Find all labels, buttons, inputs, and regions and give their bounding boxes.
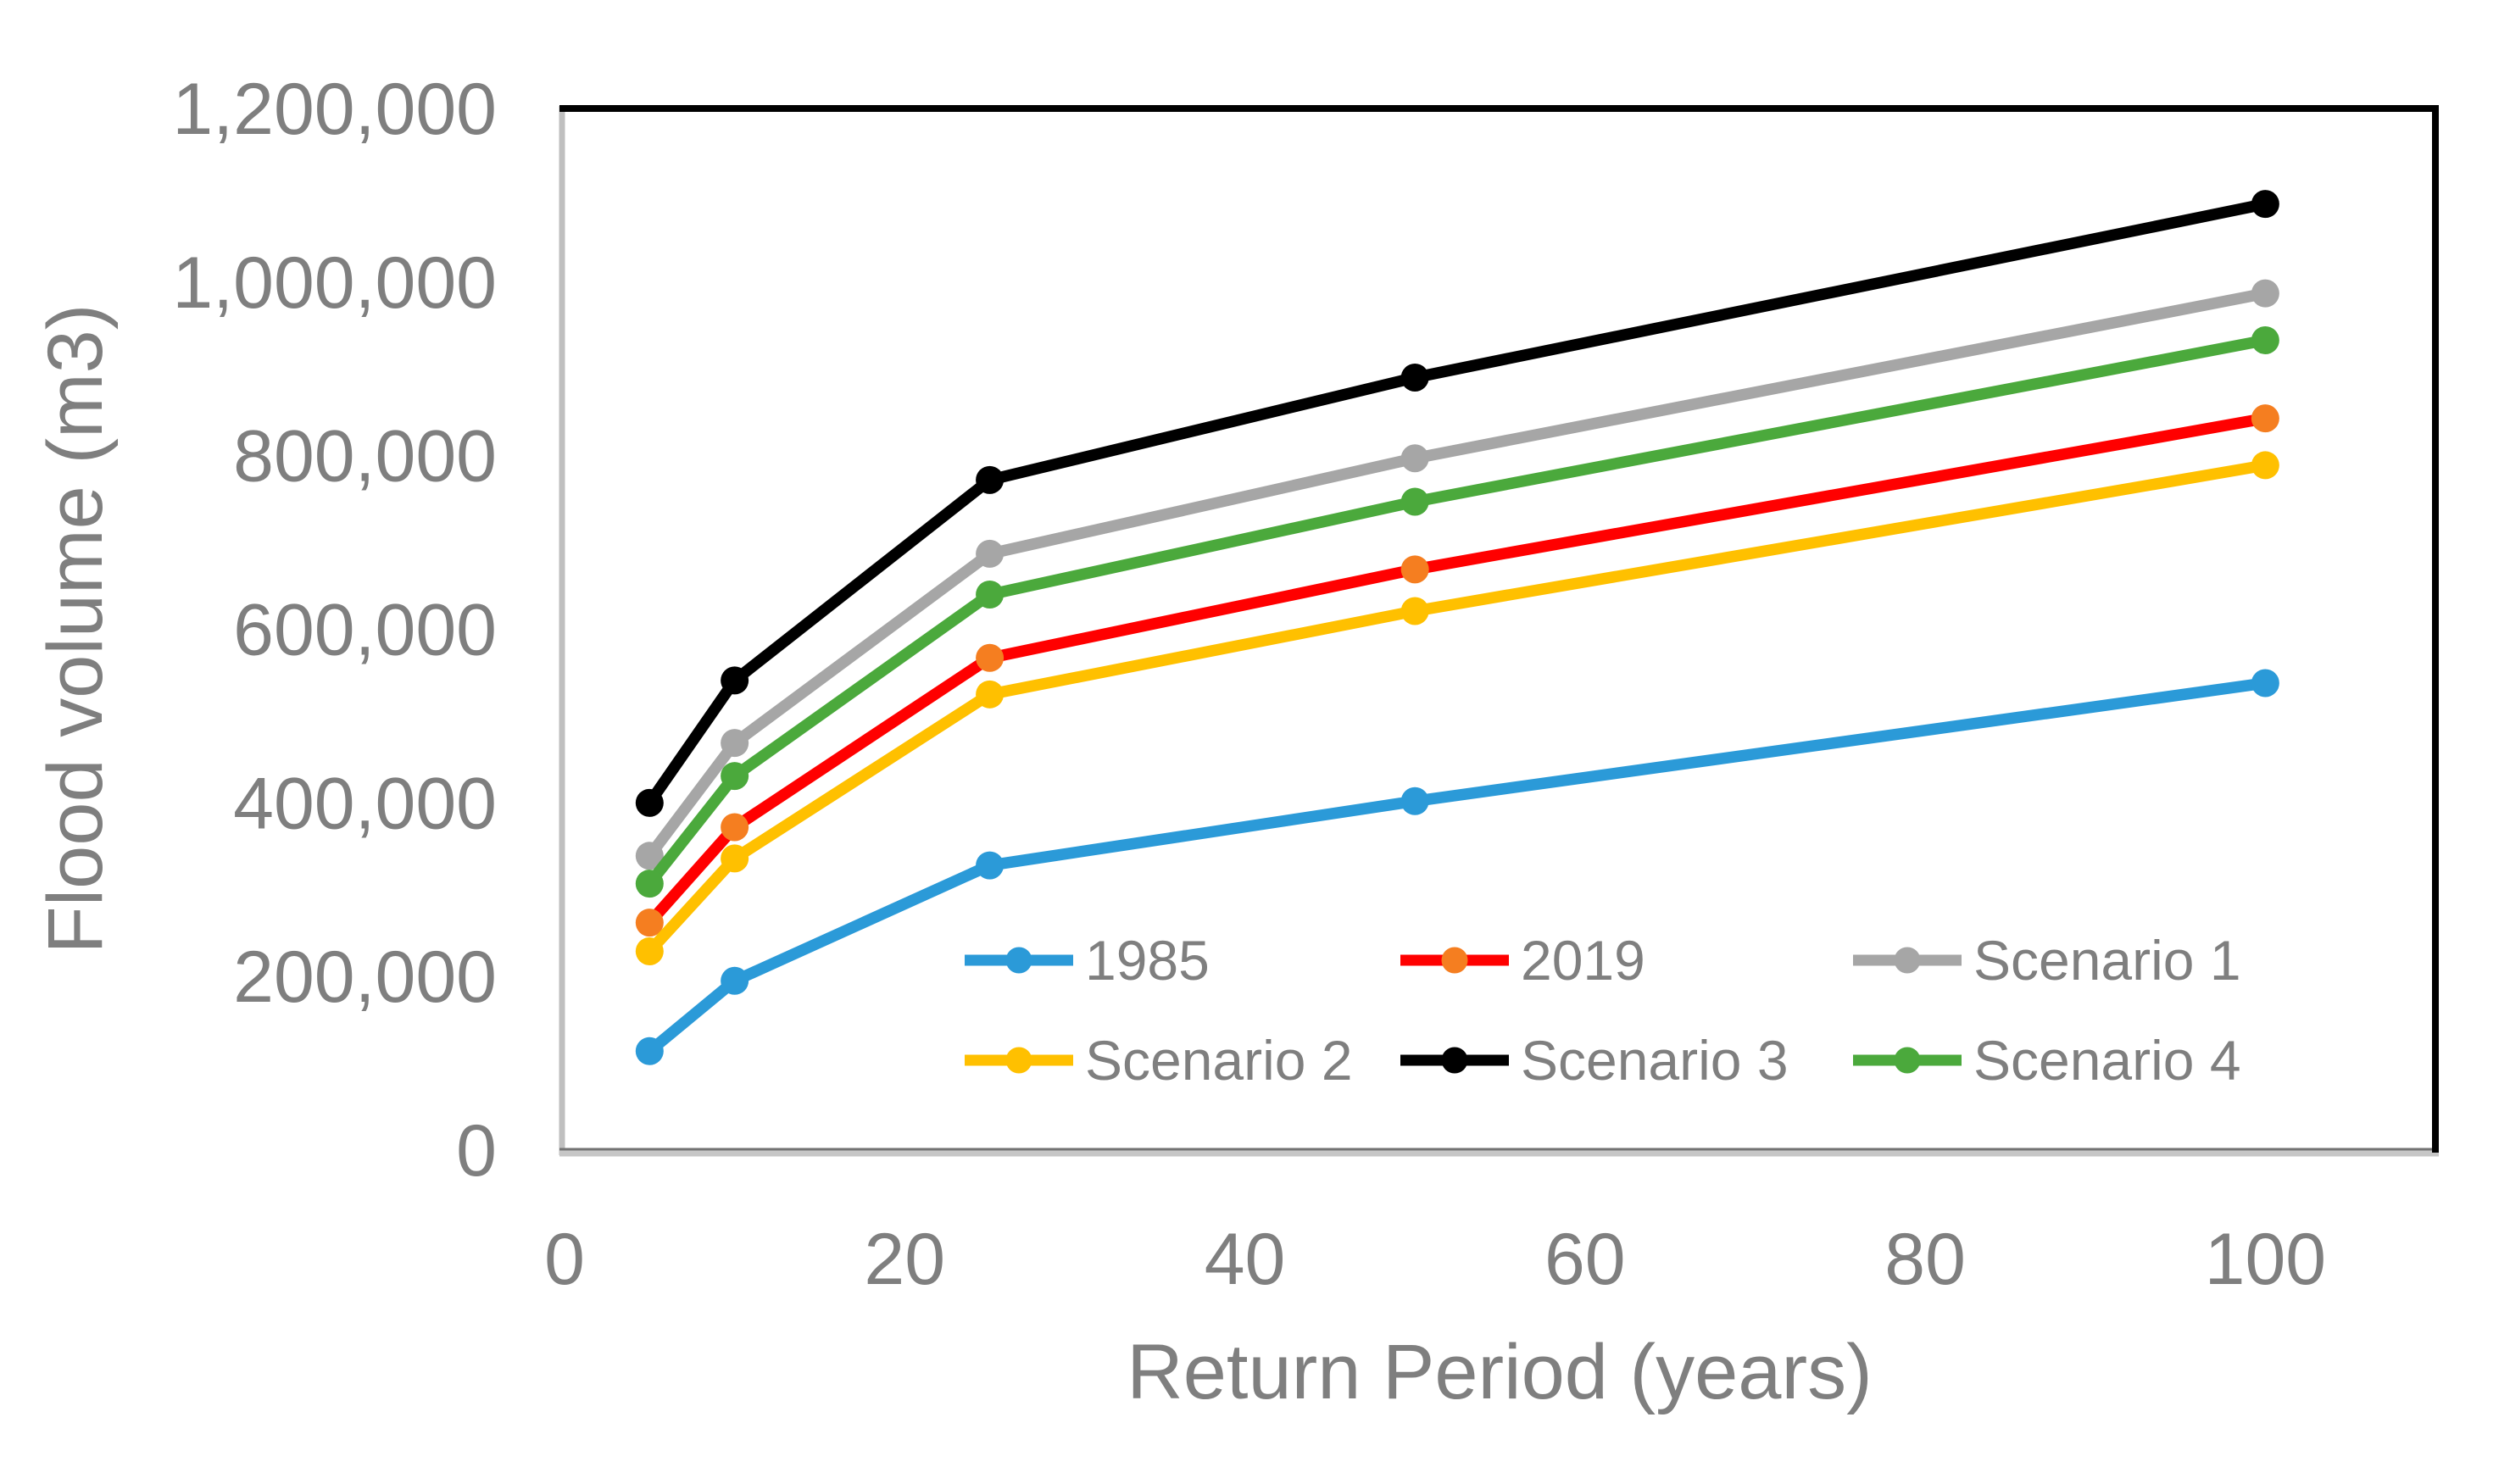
legend-marker-icon [1894,947,1921,974]
legend-label: 2019 [1521,929,1645,992]
data-point-marker [1400,487,1429,516]
data-point-marker [976,581,1005,609]
data-point-marker [976,643,1005,672]
y-axis-title: Flood volume (m3) [32,304,119,954]
legend-item-2019: 2019 [1400,929,1645,992]
data-point-marker [976,680,1005,709]
series-scenario-3 [635,190,2279,817]
legend-item-scenario-4: Scenario 4 [1853,1029,2241,1092]
data-point-marker [635,788,664,817]
x-tick-label: 60 [1544,1219,1626,1300]
data-point-marker [1400,555,1429,584]
legend-label: Scenario 3 [1521,1029,1789,1092]
legend-marker-icon [1441,1047,1468,1074]
data-point-marker [635,1037,664,1065]
series-scenario-4 [635,325,2279,898]
x-tick-label: 40 [1205,1219,1286,1300]
data-point-marker [721,844,749,873]
legend-marker-icon [1005,1047,1032,1074]
legend: 1985 2019 Scenario 1 Scenario 2 Scenario 3 Sc… [965,929,2241,1092]
y-tick-label: 400,000 [233,763,497,844]
series-line [645,334,2267,887]
data-series-group [635,190,2279,1065]
y-tick-label: 0 [456,1110,497,1192]
data-point-marker [635,937,664,965]
data-point-marker [721,729,749,758]
data-point-marker [1400,597,1429,625]
plot-border [559,105,2439,1157]
x-axis-title: Return Period (years) [1127,1329,1872,1415]
y-tick-label: 800,000 [233,416,497,497]
series-scenario-2 [635,451,2279,965]
series-scenario-1 [635,279,2279,870]
y-tick-label: 600,000 [233,590,497,671]
data-point-marker [1400,444,1429,473]
data-point-marker [721,813,749,842]
legend-item-scenario-3: Scenario 3 [1400,1029,1789,1092]
data-point-marker [721,762,749,791]
legend-marker-icon [1894,1047,1921,1074]
series-line [644,287,2267,859]
data-point-marker [976,539,1005,568]
legend-item-scenario-1: Scenario 1 [1853,929,2241,992]
data-point-marker [635,842,664,870]
data-point-marker [2251,669,2279,698]
legend-marker-icon [1441,947,1468,974]
axis-ticks-group: 0 200,000 400,000 600,000 800,000 1,000,000 1,… [172,69,2326,1300]
x-tick-label: 0 [544,1219,585,1300]
legend-label: Scenario 4 [1973,1029,2241,1092]
y-tick-label: 200,000 [233,937,497,1018]
x-tick-label: 20 [864,1219,945,1300]
data-point-marker [2251,451,2279,480]
legend-label: Scenario 2 [1085,1029,1353,1092]
legend-label: Scenario 1 [1973,929,2241,992]
y-tick-label: 1,200,000 [172,69,497,150]
x-tick-label: 80 [1884,1219,1966,1300]
data-point-marker [976,465,1005,494]
y-tick-label: 1,000,000 [172,242,497,324]
data-point-marker [2251,325,2279,354]
series-line [645,459,2267,956]
x-tick-label: 100 [2205,1219,2327,1300]
series-1985 [635,669,2279,1065]
data-point-marker [721,666,749,695]
series-line [646,677,2267,1056]
data-point-marker [1400,363,1429,392]
data-point-marker [721,966,749,995]
data-point-marker [1400,786,1429,815]
data-point-marker [635,909,664,937]
legend-label: 1985 [1085,929,1210,992]
data-point-marker [2251,279,2279,308]
data-point-marker [2251,404,2279,433]
data-point-marker [635,870,664,898]
data-point-marker [976,851,1005,880]
data-point-marker [2251,190,2279,219]
legend-marker-icon [1005,947,1032,974]
legend-item-scenario-2: Scenario 2 [965,1029,1353,1092]
legend-item-1985: 1985 [965,929,1210,992]
series-2019 [635,404,2279,937]
